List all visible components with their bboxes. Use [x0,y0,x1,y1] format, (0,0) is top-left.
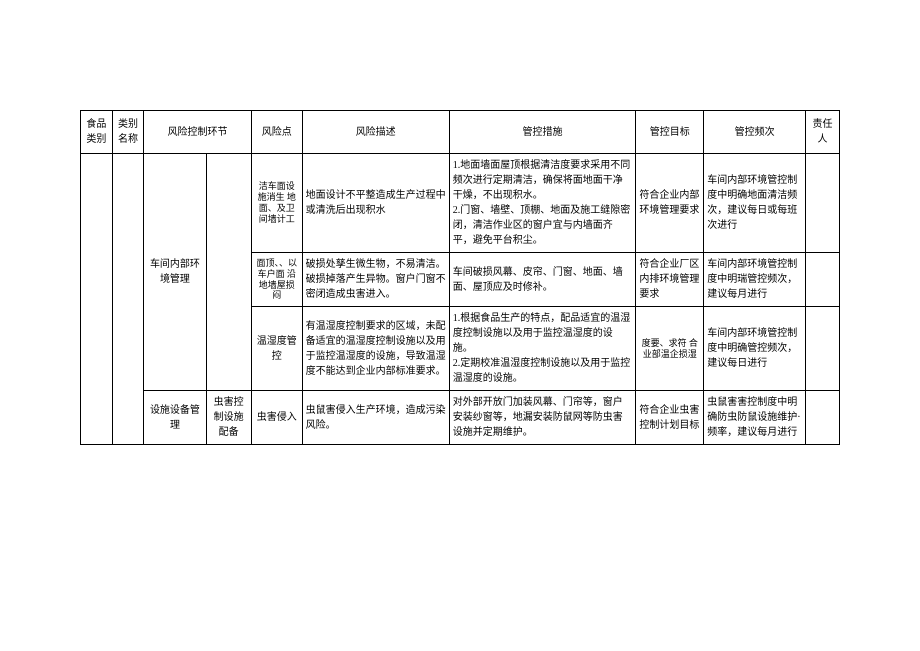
header-control-freq: 管控频次 [704,111,806,154]
cell-risk-desc: 地面设计不平整造成生产过程中或清洗后出现积水 [302,154,449,253]
header-control-measure: 管控措施 [449,111,636,154]
cell-control-goal: 符合企业虫害控制计划目标 [636,391,704,445]
cell-control-measure: 1.地面墙面屋顶根据清洁度要求采用不同频次进行定期清洁，确保将面地面干净干燥，不… [449,154,636,253]
header-risk-point: 风险点 [251,111,302,154]
cell-control-freq: 车间内部环境管控制度中明瑞管控频次，建议每月进行 [704,253,806,307]
cell-control-freq: 车间内部环境管控制度中明确地面清洁频次，建议每日或每班次进行 [704,154,806,253]
cell-control-goal: 度要、求符 合业部温企损湿 [636,307,704,391]
cell-env-sub [206,154,251,391]
cell-responsible [806,253,840,307]
cell-risk-desc: 虫鼠害侵入生产环境，造成污染风险。 [302,391,449,445]
cell-pest-sub: 虫害控制设施配备 [206,391,251,445]
table-row: 设施设备管理 虫害控制设施配备 虫害侵入 虫鼠害侵入生产环境，造成污染风险。 对… [81,391,840,445]
cell-responsible [806,307,840,391]
header-food-category: 食品类别 [81,111,113,154]
cell-control-goal: 符合企业厂区内排环境管理要求 [636,253,704,307]
cell-risk-point: 面顶、、以车户面 沿地墙屋损闷 [251,253,302,307]
cell-control-measure: 对外部开放门加装风幕、门帘等，窗户安装纱窗等，地漏安装防鼠网等防虫害设施并定期维… [449,391,636,445]
cell-control-freq: 车间内部环境管控制度中明确管控频次，建议每日进行 [704,307,806,391]
cell-risk-point: 洁车面设施消生 地面、及卫间墙计工 [251,154,302,253]
cell-risk-desc: 有温湿度控制要求的区域，未配备适宜的温湿度控制设施以及用于监控温湿度的设施，导致… [302,307,449,391]
cell-facility-mgmt: 设施设备管理 [144,391,206,445]
cell-risk-desc: 破损处孳生微生物，不易清洁。破损掉落产生异物。窗户门窗不密闭造成虫害进入。 [302,253,449,307]
cell-risk-point: 温湿度管控 [251,307,302,391]
table-row: 车间内部环境管理 洁车面设施消生 地面、及卫间墙计工 地面设计不平整造成生产过程… [81,154,840,253]
cell-responsible [806,154,840,253]
cell-env-mgmt: 车间内部环境管理 [144,154,206,391]
cell-food-category [81,154,113,445]
cell-control-measure: 车间破损风幕、皮帘、门窗、地面、墙面、屋顶应及时修补。 [449,253,636,307]
cell-control-goal: 符合企业内部环境管理要求 [636,154,704,253]
cell-responsible [806,391,840,445]
header-control-goal: 管控目标 [636,111,704,154]
cell-control-freq: 虫鼠害害控制度中明确防虫防鼠设施维护·频率，建议每月进行 [704,391,806,445]
header-responsible: 责任人 [806,111,840,154]
header-risk-desc: 风险描述 [302,111,449,154]
cell-risk-point: 虫害侵入 [251,391,302,445]
header-risk-link: 风险控制环节 [144,111,251,154]
cell-category-name [112,154,144,445]
cell-control-measure: 1.根据食品生产的特点，配品适宜的温湿度控制设施以及用于监控温湿度的设施。2.定… [449,307,636,391]
header-category-name: 类别名称 [112,111,144,154]
